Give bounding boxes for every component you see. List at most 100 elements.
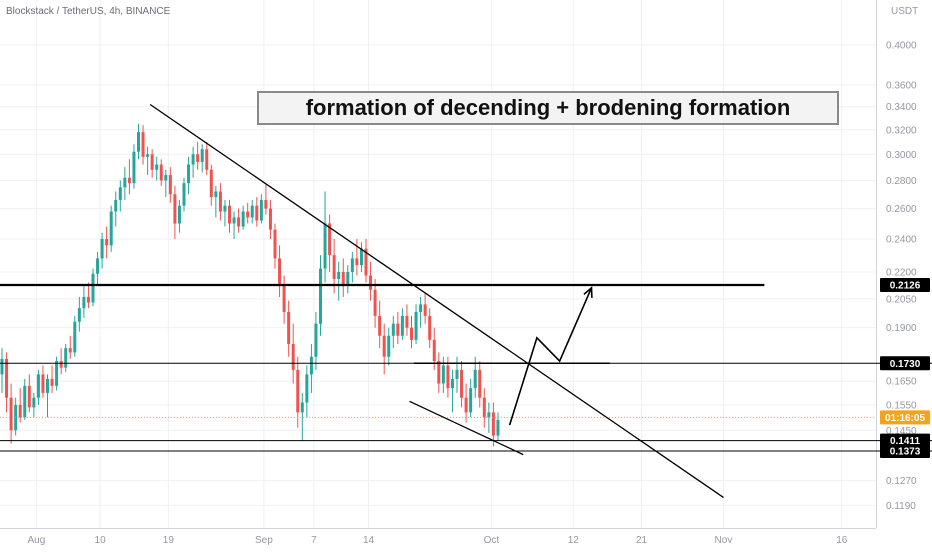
candle-body[interactable] (350, 258, 354, 273)
candle-body[interactable] (432, 339, 436, 362)
candle-body[interactable] (200, 149, 204, 162)
candle-body[interactable] (382, 335, 386, 357)
candle-body[interactable] (450, 378, 454, 389)
candle-body[interactable] (137, 132, 140, 152)
candle-body[interactable] (369, 275, 373, 290)
candle-body[interactable] (414, 312, 418, 340)
candle-body[interactable] (400, 315, 404, 336)
projection-path[interactable] (508, 287, 593, 426)
candle-body[interactable] (164, 175, 168, 181)
trend-line[interactable] (149, 103, 724, 498)
candle-body[interactable] (237, 217, 241, 227)
candle-body[interactable] (123, 177, 127, 188)
candle-body[interactable] (446, 365, 450, 389)
candle-body[interactable] (9, 397, 13, 431)
candle-body[interactable] (428, 315, 432, 340)
candle-body[interactable] (68, 348, 72, 353)
trend-line[interactable] (409, 400, 524, 456)
candle-body[interactable] (27, 385, 31, 408)
candle-body[interactable] (36, 374, 40, 398)
candle-body[interactable] (241, 211, 245, 227)
candle-body[interactable] (255, 205, 259, 221)
candle-body[interactable] (228, 205, 231, 224)
candle-body[interactable] (109, 211, 113, 246)
candle-body[interactable] (46, 378, 49, 393)
candle-body[interactable] (5, 358, 9, 398)
candle-body[interactable] (460, 369, 464, 398)
candle-body[interactable] (296, 369, 300, 413)
candle-body[interactable] (64, 348, 68, 368)
candle-body[interactable] (250, 205, 254, 218)
candle-body[interactable] (491, 412, 495, 436)
candle-body[interactable] (309, 356, 313, 375)
candle-body[interactable] (127, 177, 131, 184)
candle-body[interactable] (91, 273, 95, 303)
candle-body[interactable] (496, 419, 500, 436)
candle-body[interactable] (196, 154, 200, 162)
candle-body[interactable] (437, 361, 441, 384)
candle-body[interactable] (205, 149, 209, 170)
candle-body[interactable] (86, 296, 90, 303)
candle-body[interactable] (77, 308, 81, 322)
candle-body[interactable] (410, 327, 413, 340)
candle-body[interactable] (141, 132, 145, 157)
candle-body[interactable] (405, 315, 409, 328)
candle-body[interactable] (268, 208, 272, 230)
candle-body[interactable] (314, 323, 318, 357)
candle-body[interactable] (100, 238, 104, 259)
candle-body[interactable] (246, 211, 250, 218)
candle-body[interactable] (355, 258, 359, 266)
candle-body[interactable] (105, 238, 109, 246)
candle-body[interactable] (32, 397, 36, 408)
candle-body[interactable] (168, 175, 172, 195)
candle-body[interactable] (218, 191, 222, 212)
annotation-box[interactable] (257, 91, 839, 125)
candle-body[interactable] (346, 272, 350, 287)
candle-body[interactable] (187, 164, 191, 184)
candle-body[interactable] (359, 248, 363, 266)
candle-body[interactable] (300, 402, 304, 413)
candle-body[interactable] (473, 369, 477, 389)
candle-body[interactable] (59, 361, 63, 368)
candle-body[interactable] (18, 404, 22, 418)
candle-body[interactable] (155, 164, 159, 170)
candle-body[interactable] (264, 199, 268, 209)
candle-body[interactable] (214, 191, 218, 198)
candle-body[interactable] (291, 343, 295, 370)
candle-body[interactable] (469, 388, 473, 413)
candle-body[interactable] (337, 272, 341, 279)
candle-body[interactable] (378, 315, 382, 336)
candle-body[interactable] (173, 194, 177, 224)
candle-body[interactable] (0, 358, 4, 375)
candle-body[interactable] (73, 321, 77, 353)
candle-body[interactable] (319, 268, 322, 324)
candle-body[interactable] (96, 258, 100, 274)
candle-body[interactable] (341, 272, 345, 287)
candle-body[interactable] (273, 229, 277, 259)
candle-body[interactable] (259, 199, 263, 221)
candle-body[interactable] (305, 374, 309, 403)
candle-body[interactable] (464, 397, 468, 413)
candle-body[interactable] (419, 304, 423, 313)
candle-body[interactable] (159, 164, 163, 181)
candle-body[interactable] (282, 286, 286, 313)
candle-body[interactable] (209, 169, 213, 198)
candle-body[interactable] (232, 217, 236, 224)
candle-body[interactable] (387, 335, 391, 357)
candle-body[interactable] (332, 255, 336, 279)
candle-body[interactable] (82, 296, 86, 309)
candle-body[interactable] (146, 154, 150, 157)
candle-body[interactable] (364, 248, 368, 276)
candle-body[interactable] (223, 205, 227, 212)
candle-body[interactable] (455, 369, 459, 379)
candle-body[interactable] (391, 323, 395, 336)
candle-body[interactable] (132, 151, 136, 184)
candle-body[interactable] (278, 258, 282, 287)
candle-body[interactable] (23, 385, 27, 418)
candle-body[interactable] (487, 412, 491, 418)
candle-body[interactable] (55, 361, 59, 386)
candle-body[interactable] (323, 223, 327, 269)
candle-body[interactable] (114, 199, 118, 212)
